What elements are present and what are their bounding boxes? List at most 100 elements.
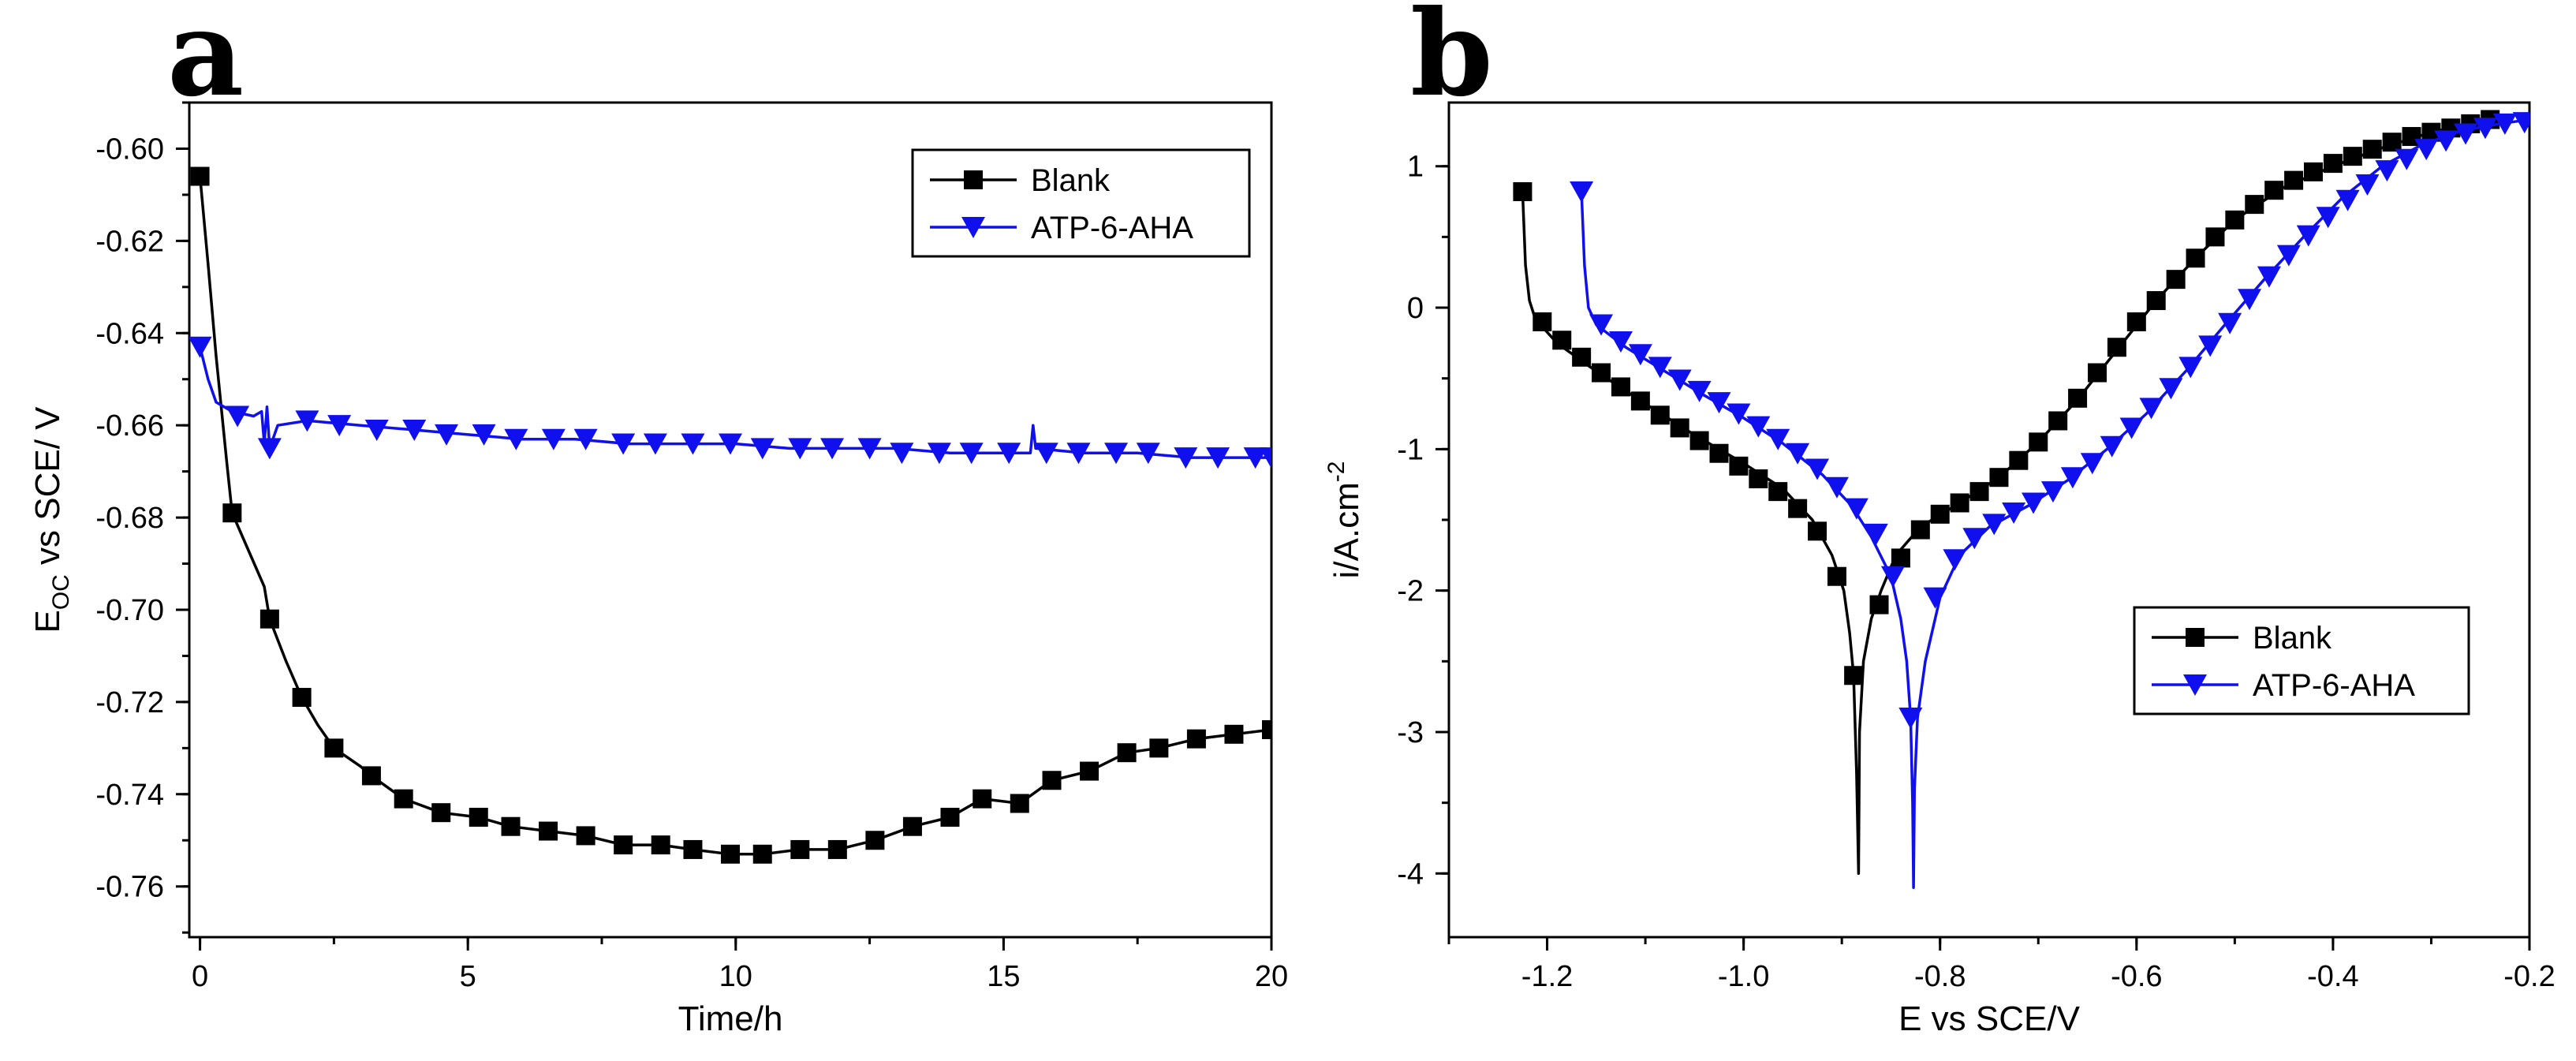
panel-b-series-atp-6-aha-marker-8 bbox=[1727, 403, 1751, 425]
panel-a-series-atp-6-aha-marker-28 bbox=[1174, 447, 1198, 469]
panel-a-series-blank-marker-11 bbox=[576, 826, 595, 846]
panel-a-x-axis-title: Time/h bbox=[678, 999, 783, 1038]
panel-a-series-blank-marker-14 bbox=[683, 839, 703, 859]
panel-b-series-blank-marker-23 bbox=[1969, 482, 1989, 502]
panel-a-series-blank-marker-8 bbox=[469, 808, 488, 828]
panel-b-series-atp-6-aha-marker-22 bbox=[2002, 502, 2026, 525]
panel-a-x-tick-label-1: 5 bbox=[460, 960, 476, 993]
panel-a-series-blank bbox=[190, 166, 1271, 864]
panel-b-series-atp-6-aha-marker-24 bbox=[2040, 481, 2065, 503]
panel-b-series-blank-marker-31 bbox=[2126, 312, 2146, 331]
panel-b-series-blank-marker-21 bbox=[1930, 504, 1950, 524]
panel-a-series-blank-marker-30 bbox=[1262, 719, 1271, 739]
panel-b-series-blank-marker-37 bbox=[2245, 195, 2264, 215]
panel-b-series-blank-marker-22 bbox=[1950, 493, 1969, 513]
panel-b-series-atp-6-aha-marker-40 bbox=[2355, 174, 2380, 196]
panel-b-series-blank-marker-25 bbox=[2009, 450, 2029, 470]
panel-b-series-atp-6-aha-marker-20 bbox=[1962, 528, 1987, 550]
panel-b-series-atp-6-aha-marker-14 bbox=[1844, 498, 1869, 520]
panel-b-x-tick-label-0: -1.2 bbox=[1521, 960, 1573, 993]
panel-b-series-atp-6-aha-marker-21 bbox=[1982, 514, 2007, 536]
panel-b-letter: b bbox=[1410, 0, 1493, 123]
panel-a-letter: a bbox=[167, 0, 244, 123]
panel-b-series-blank-marker-44 bbox=[2382, 133, 2402, 152]
panel-b-series-atp-6-aha-marker-23 bbox=[2022, 492, 2046, 514]
panel-a-y-tick-label-1: -0.62 bbox=[95, 225, 164, 258]
panel-b-series-atp-6-aha-marker-3 bbox=[1628, 344, 1652, 366]
panel-a-series-atp-6-aha-marker-20 bbox=[890, 443, 914, 465]
panel-a-series-blank-marker-2 bbox=[259, 609, 279, 629]
panel-a-series-blank-marker-23 bbox=[1010, 794, 1029, 813]
panel-b-legend-box bbox=[2133, 606, 2470, 715]
panel-a-series-blank-marker-4 bbox=[324, 738, 344, 758]
panel-b-series-atp-6-aha-marker-45 bbox=[2454, 123, 2478, 145]
panel-b-series-atp-6-aha-marker-46 bbox=[2473, 118, 2497, 140]
panel-b-series-atp-6-aha-marker-13 bbox=[1824, 476, 1849, 499]
panel-b-series-blank-marker-14 bbox=[1788, 499, 1808, 518]
panel-a-series-atp-6-aha-marker-1 bbox=[226, 405, 250, 428]
panel-a-series-blank-marker-6 bbox=[394, 789, 413, 809]
panel-a-y-tick-label-2: -0.64 bbox=[95, 317, 164, 350]
panel-b-series-blank-marker-13 bbox=[1768, 482, 1788, 502]
panel-b-series-blank-marker-39 bbox=[2284, 170, 2304, 190]
panel-b-series-atp-6-aha-marker-35 bbox=[2257, 266, 2281, 288]
panel-b-series-atp-6-aha-marker-1 bbox=[1589, 314, 1614, 336]
panel-a-series-blank-marker-27 bbox=[1149, 738, 1169, 758]
panel-a-series-atp-6-aha-marker-10 bbox=[541, 428, 566, 450]
panel-a-x-tick-label-2: 10 bbox=[719, 960, 752, 993]
panel-b-series-atp-6-aha-marker-25 bbox=[2060, 467, 2085, 489]
panel-b-series-blank-marker-36 bbox=[2225, 210, 2245, 230]
panel-b-series-atp-6-aha-marker-32 bbox=[2198, 335, 2223, 357]
panel-b-legend-marker-0 bbox=[2186, 628, 2205, 647]
panel-b-series-blank-marker-42 bbox=[2343, 147, 2362, 166]
panel-b-y-tick-label-2: -1 bbox=[1397, 433, 1424, 466]
panel-b-series-atp-6-aha-marker-6 bbox=[1687, 380, 1712, 402]
panel-a-series-atp-6-aha-marker-26 bbox=[1104, 443, 1129, 465]
panel-b-series-atp-6-aha-marker-47 bbox=[2492, 113, 2517, 135]
panel-b-series-atp-6-aha-marker-12 bbox=[1805, 458, 1830, 480]
panel-a-plot-frame bbox=[188, 101, 1273, 939]
panel-a-series-atp-6-aha-marker-24 bbox=[1034, 443, 1058, 465]
panel-a-series-blank-marker-18 bbox=[827, 839, 847, 859]
panel-b-series-atp-6-aha-marker-29 bbox=[2139, 398, 2163, 420]
panel-b-legend-marker-1 bbox=[2183, 674, 2207, 696]
panel-a-y-tick-label-5: -0.70 bbox=[95, 594, 164, 627]
panel-b-series-atp-6-aha-marker-34 bbox=[2238, 289, 2262, 311]
panel-a-series-atp-6-aha-marker-16 bbox=[750, 438, 775, 460]
panel-b-series-blank-marker-3 bbox=[1572, 347, 1592, 367]
panel-b-series-blank-marker-15 bbox=[1808, 521, 1827, 541]
panel-a-series-blank-marker-5 bbox=[361, 766, 381, 786]
panel-a-series-blank-marker-0 bbox=[190, 166, 210, 186]
panel-a-series-blank-marker-13 bbox=[651, 835, 670, 855]
panel-b-series-atp-6-aha-marker-26 bbox=[2080, 453, 2104, 475]
panel-a-series-atp-6-aha-marker-27 bbox=[1136, 443, 1160, 465]
panel-b-y-tick-label-0: 1 bbox=[1407, 151, 1424, 184]
panel-a-series-atp-6-aha-marker-22 bbox=[959, 443, 984, 465]
panel-b-series-atp-6-aha-marker-28 bbox=[2119, 417, 2144, 439]
panel-a-legend-box bbox=[911, 148, 1251, 258]
panel-b-y-tick-label-1: 0 bbox=[1407, 292, 1424, 325]
panel-b-series-blank-marker-0 bbox=[1513, 181, 1533, 201]
panel-b-x-tick-label-5: -0.2 bbox=[2503, 960, 2555, 993]
panel-a-series-atp-6-aha-marker-30 bbox=[1243, 447, 1267, 469]
panel-b-series-blank-marker-17 bbox=[1844, 666, 1864, 686]
panel-a-y-tick-label-4: -0.68 bbox=[95, 502, 164, 535]
panel-b-series-atp-6-aha-marker-7 bbox=[1707, 392, 1731, 414]
panel-b-series-atp-6-aha-marker-27 bbox=[2100, 435, 2124, 458]
panel-b-y-tick-label-3: -2 bbox=[1397, 575, 1424, 608]
panel-b-y-axis-title: i/A.cm-2 bbox=[1323, 461, 1366, 579]
panel-b-series-atp-6-aha-marker-18 bbox=[1923, 587, 1947, 609]
panel-b-series-atp-6-aha-marker-16 bbox=[1880, 566, 1905, 588]
panel-b-series-blank-marker-7 bbox=[1650, 405, 1670, 425]
panel-a-series-blank-marker-26 bbox=[1117, 743, 1137, 763]
panel-a-series-blank-marker-17 bbox=[790, 839, 810, 859]
panel-a-series-blank-marker-24 bbox=[1042, 771, 1062, 790]
panel-b-series-atp-6-aha-marker-15 bbox=[1864, 523, 1888, 545]
panel-a-series-atp-6-aha-marker-7 bbox=[435, 424, 459, 446]
panel-b-series-atp-6-aha-line bbox=[1580, 119, 2520, 889]
panel-a-series-blank-marker-22 bbox=[973, 789, 992, 809]
panel-b-series-blank-marker-29 bbox=[2088, 363, 2107, 383]
panel-a-series-atp-6-aha-marker-8 bbox=[472, 424, 496, 446]
panel-b-series-atp-6-aha-marker-42 bbox=[2395, 148, 2419, 170]
panel-b-series-atp-6-aha-marker-0 bbox=[1570, 181, 1594, 203]
